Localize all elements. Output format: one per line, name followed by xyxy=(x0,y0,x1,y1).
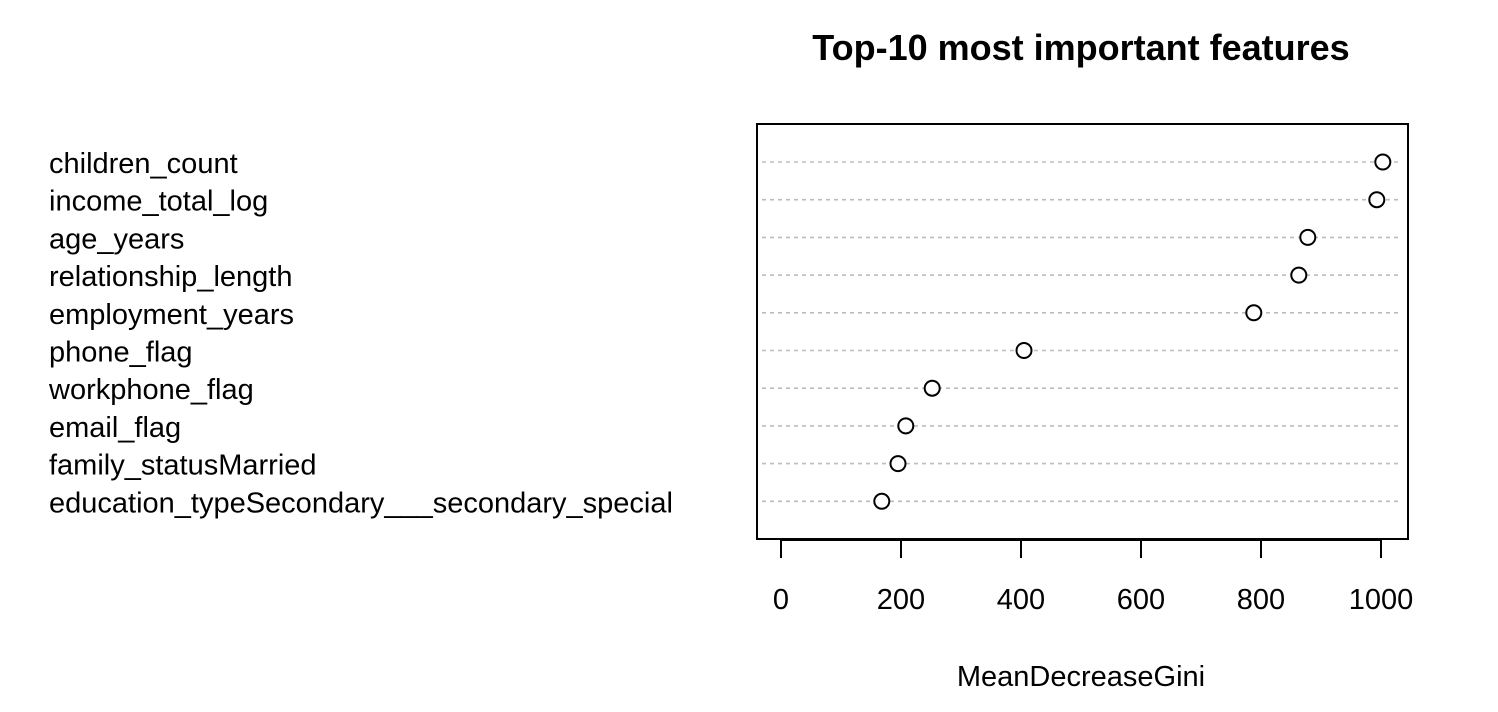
category-label: email_flag xyxy=(49,412,181,444)
category-label: income_total_log xyxy=(49,186,268,218)
x-tick-label: 400 xyxy=(997,584,1045,616)
x-tick-label: 800 xyxy=(1237,584,1285,616)
data-point xyxy=(1299,228,1317,246)
category-label: children_count xyxy=(49,148,238,180)
category-label: employment_years xyxy=(49,299,294,331)
category-labels: children_count income_total_log age_yearsr… xyxy=(48,148,673,519)
data-point xyxy=(1374,153,1392,171)
data-point xyxy=(923,379,941,397)
category-label: family_statusMarried xyxy=(49,450,317,482)
data-point xyxy=(1368,191,1386,209)
data-points xyxy=(873,153,1392,510)
category-label: education_typeSecondary___secondary_spec… xyxy=(49,487,673,519)
x-tick-label: 1000 xyxy=(1349,584,1414,616)
chart-title: Top-10 most important features xyxy=(812,27,1349,68)
data-point xyxy=(889,455,907,473)
category-label: phone_flag xyxy=(49,337,193,369)
data-point xyxy=(1015,342,1033,359)
plot-area-frame xyxy=(756,123,1409,540)
data-point xyxy=(1290,266,1308,284)
x-axis: 0 200 400 600 800 1000 xyxy=(773,539,1414,616)
x-tick-label: 0 xyxy=(773,584,789,616)
x-axis-title: MeanDecreaseGini xyxy=(957,661,1205,693)
data-point xyxy=(897,417,915,435)
gridlines xyxy=(762,161,1402,503)
category-label: age_years xyxy=(49,223,184,255)
category-label: relationship_length xyxy=(49,261,292,293)
x-tick-label: 600 xyxy=(1117,584,1165,616)
category-label: workphone_flag xyxy=(48,374,254,406)
data-point xyxy=(1245,304,1263,322)
x-tick-label: 200 xyxy=(877,584,925,616)
data-point xyxy=(873,492,891,510)
